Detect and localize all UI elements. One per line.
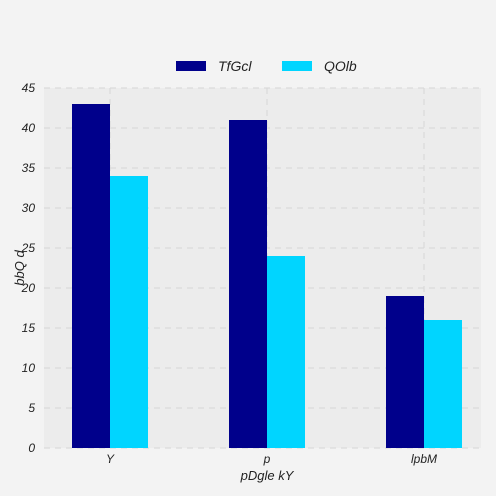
y-tick-label: 5 — [28, 401, 35, 415]
y-tick-label: 25 — [21, 241, 36, 255]
x-tick-label: Y — [106, 452, 115, 466]
bar-QOlb-p — [267, 256, 305, 448]
bar-TfGcl-p — [229, 120, 267, 448]
x-tick-label: p — [263, 452, 271, 466]
y-tick-label: 0 — [28, 441, 35, 455]
legend-swatch — [282, 61, 312, 71]
bar-QOlb-lpbM — [424, 320, 462, 448]
x-tick-label: lpbM — [411, 452, 437, 466]
bars — [72, 104, 462, 448]
legend-swatch — [176, 61, 206, 71]
y-tick-label: 30 — [22, 201, 36, 215]
legend: TfGcl QOlb — [176, 58, 357, 74]
y-tick-label: 20 — [21, 281, 36, 295]
y-tick-label: 15 — [22, 321, 36, 335]
y-tick-label: 35 — [22, 161, 36, 175]
bar-TfGcl-Y — [72, 104, 110, 448]
y-tick-label: 45 — [22, 81, 36, 95]
bar-QOlb-Y — [110, 176, 148, 448]
bar-TfGcl-lpbM — [386, 296, 424, 448]
y-tick-label: 10 — [22, 361, 36, 375]
legend-label: QOlb — [324, 58, 357, 74]
legend-label: TfGcl — [218, 58, 252, 74]
y-tick-label: 40 — [22, 121, 36, 135]
x-axis-label: pDgle kY — [240, 468, 295, 483]
y-axis-label: bbQ d — [12, 250, 27, 286]
y-axis-ticks: 0 5 10 15 20 25 30 35 40 45 — [21, 81, 36, 455]
